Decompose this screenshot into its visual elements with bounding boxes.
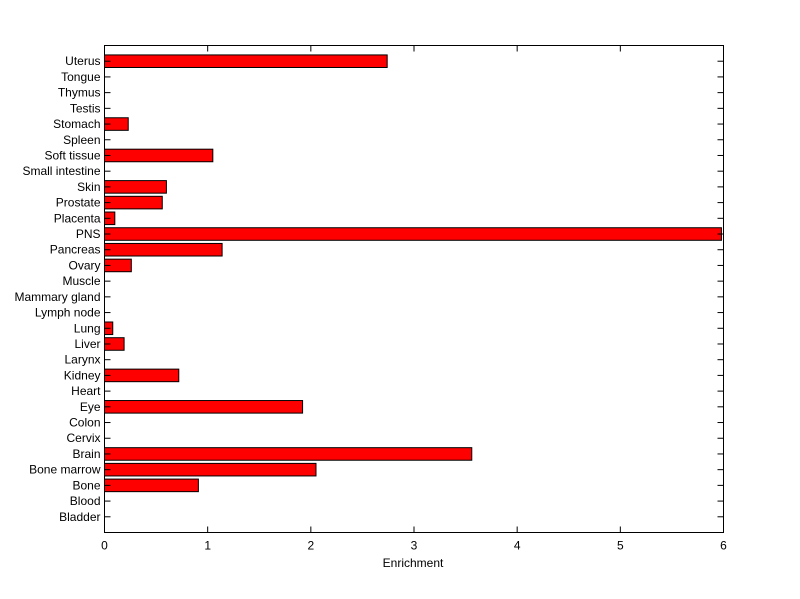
y-tick-label: Liver xyxy=(74,337,100,351)
x-tick-label: 4 xyxy=(514,539,521,553)
y-tick-label: Bladder xyxy=(59,510,100,524)
y-tick-label: Testis xyxy=(70,101,101,115)
y-tick-label: Spleen xyxy=(63,133,100,147)
y-tick-label: Blood xyxy=(70,494,101,508)
y-tick-label: Soft tissue xyxy=(44,148,100,162)
x-axis-label: Enrichment xyxy=(383,556,444,570)
y-tick-label: Ovary xyxy=(68,258,100,272)
y-tick-label: Lymph node xyxy=(35,306,101,320)
y-tick-label: Cervix xyxy=(66,431,100,445)
y-tick-label: Brain xyxy=(72,447,100,461)
y-tick-label: Thymus xyxy=(58,86,101,100)
bar-skin xyxy=(104,180,167,194)
x-tick-label: 3 xyxy=(411,539,418,553)
bar-bone xyxy=(104,478,199,493)
y-tick-label: Uterus xyxy=(65,54,100,68)
y-tick-label: Skin xyxy=(77,180,100,194)
bar-kidney xyxy=(104,368,180,383)
y-tick-label: Pancreas xyxy=(50,243,101,257)
y-tick-label: Stomach xyxy=(53,117,100,131)
bar-bone-marrow xyxy=(104,462,317,477)
bar-pns xyxy=(104,227,722,241)
ticks-group xyxy=(104,45,724,533)
y-tick-label: Bone marrow xyxy=(29,463,101,477)
bar-brain xyxy=(104,447,473,461)
x-tick-labels: 0 1 2 3 4 5 6 xyxy=(101,539,727,553)
y-tick-label: Kidney xyxy=(64,368,101,382)
y-tick-label: Prostate xyxy=(56,196,101,210)
x-tick-label: 6 xyxy=(720,539,727,553)
bar-uterus xyxy=(104,54,388,68)
y-tick-label: Placenta xyxy=(54,211,101,225)
y-tick-label: Lung xyxy=(74,321,101,335)
bars-group xyxy=(104,54,722,493)
y-tick-label: Muscle xyxy=(62,274,100,288)
y-tick-label: Bone xyxy=(72,478,100,492)
x-tick-label: 2 xyxy=(307,539,314,553)
x-tick-label: 1 xyxy=(204,539,211,553)
bar-eye xyxy=(104,400,304,414)
bar-soft-tissue xyxy=(104,148,214,163)
bar-prostate xyxy=(104,195,163,210)
bar-pancreas xyxy=(104,242,223,257)
plot-frame xyxy=(104,45,724,533)
y-tick-label: Small intestine xyxy=(22,164,100,178)
y-tick-label: Colon xyxy=(69,416,100,430)
y-tick-label: PNS xyxy=(76,227,101,241)
y-tick-label: Heart xyxy=(71,384,101,398)
y-tick-label: Larynx xyxy=(64,353,100,367)
y-tick-label: Tongue xyxy=(61,70,101,84)
y-tick-label: Mammary gland xyxy=(14,290,100,304)
x-tick-label: 5 xyxy=(617,539,624,553)
x-tick-label: 0 xyxy=(101,539,108,553)
y-tick-label: Eye xyxy=(80,400,101,414)
